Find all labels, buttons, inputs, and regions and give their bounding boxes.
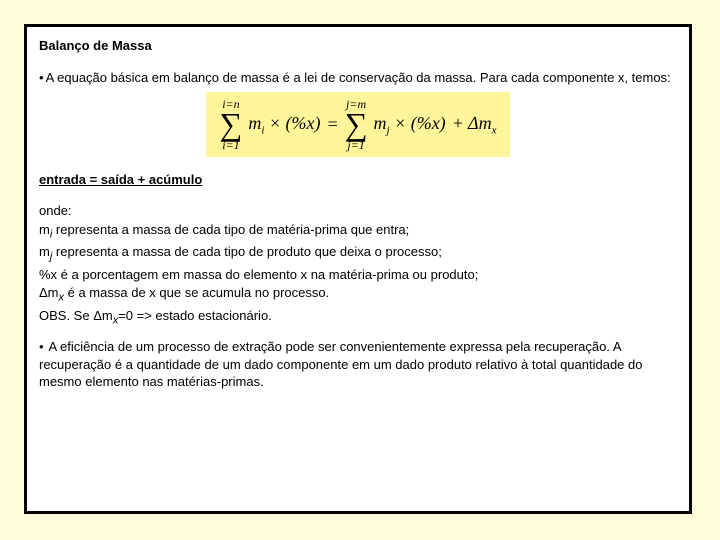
- m-left: m: [248, 113, 261, 133]
- sum-lower-left: i=1: [222, 139, 239, 151]
- sigma-icon: ∑: [220, 110, 243, 139]
- bullet-icon: [39, 339, 46, 354]
- def-mi: mi representa a massa de cada tipo de ma…: [39, 221, 677, 242]
- equation-box: i=n ∑ i=1 mi × (%x) = j=m ∑ j=1 mj × (%x…: [206, 92, 511, 157]
- sigma-left: i=n ∑ i=1: [220, 98, 243, 151]
- term-right: mj × (%x): [374, 111, 446, 138]
- intro-text: A equação básica em balanço de massa é a…: [46, 70, 671, 85]
- sub-x: x: [492, 124, 497, 136]
- efficiency-text: A eficiência de um processo de extração …: [39, 339, 642, 389]
- def-pct: %x é a porcentagem em massa do elemento …: [39, 266, 677, 284]
- definitions-block: onde: mi representa a massa de cada tipo…: [39, 202, 677, 328]
- term-left: mi × (%x): [248, 111, 320, 138]
- def-mj: mj representa a massa de cada tipo de pr…: [39, 243, 677, 264]
- dmx-sym: Δm: [39, 285, 59, 300]
- document-frame: Balanço de Massa A equação básica em bal…: [24, 24, 692, 514]
- section-title: Balanço de Massa: [39, 37, 677, 55]
- intro-paragraph: A equação básica em balanço de massa é a…: [39, 69, 677, 87]
- obs-b: =0 => estado estacionário.: [118, 308, 272, 323]
- efficiency-paragraph: A eficiência de um processo de extração …: [39, 338, 677, 391]
- equals-sign: =: [327, 112, 339, 136]
- pct-left: × (%x): [264, 113, 320, 133]
- pct-right: × (%x): [390, 113, 446, 133]
- obs-a: OBS. Se Δm: [39, 308, 113, 323]
- def-onde: onde:: [39, 202, 677, 220]
- def-dmx: Δmx é a massa de x que se acumula no pro…: [39, 284, 677, 305]
- equation-container: i=n ∑ i=1 mi × (%x) = j=m ∑ j=1 mj × (%x…: [39, 92, 677, 157]
- dmx-text: é a massa de x que se acumula no process…: [64, 285, 329, 300]
- m-right: m: [374, 113, 387, 133]
- delta-term: + Δmx: [452, 111, 497, 138]
- sigma-right: j=m ∑ j=1: [345, 98, 368, 151]
- mi-sym: m: [39, 222, 50, 237]
- def-obs: OBS. Se Δmx=0 => estado estacionário.: [39, 307, 677, 328]
- delta-mx: + Δm: [452, 113, 492, 133]
- sum-lower-right: j=1: [347, 139, 364, 151]
- relation-line: entrada = saída + acúmulo: [39, 171, 677, 189]
- mj-sym: m: [39, 244, 50, 259]
- mj-text: representa a massa de cada tipo de produ…: [52, 244, 442, 259]
- mi-text: representa a massa de cada tipo de matér…: [52, 222, 409, 237]
- sigma-icon: ∑: [345, 110, 368, 139]
